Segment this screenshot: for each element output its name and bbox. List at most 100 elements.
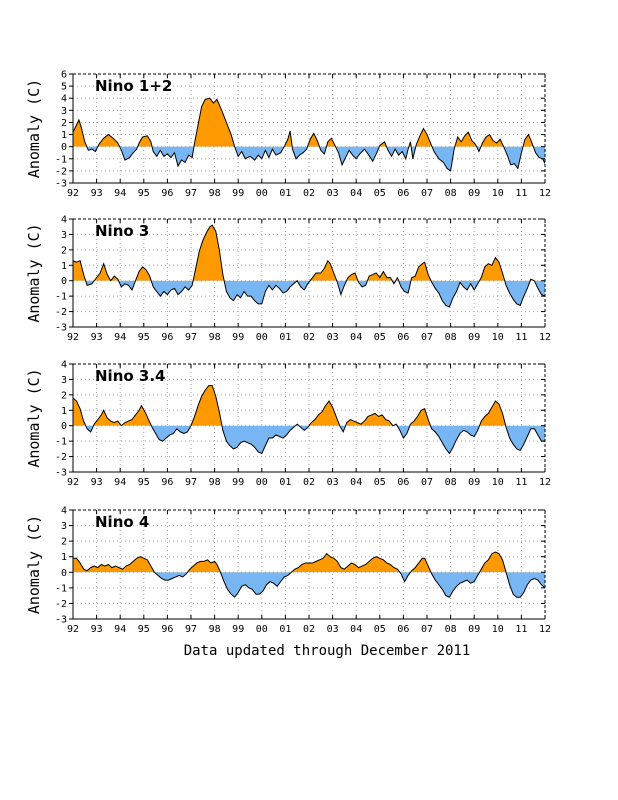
x-tick-label: 03 <box>327 332 339 343</box>
x-tick-label: 07 <box>421 332 433 343</box>
positive-anomaly-area <box>73 225 545 281</box>
x-tick-label: 03 <box>327 477 339 488</box>
x-tick-label: 10 <box>492 188 504 199</box>
x-tick-label: 99 <box>232 188 244 199</box>
x-tick-label: 95 <box>138 188 150 199</box>
x-tick-label: 01 <box>279 477 291 488</box>
y-tick-label: 0 <box>61 421 67 432</box>
x-tick-label: 12 <box>539 332 551 343</box>
x-tick-label: 07 <box>421 188 433 199</box>
x-tick-label: 05 <box>374 188 386 199</box>
x-tick-label: 04 <box>350 624 362 635</box>
x-tick-label: 96 <box>161 332 173 343</box>
x-tick-label: 99 <box>232 477 244 488</box>
negative-anomaly-area <box>85 280 545 307</box>
x-tick-label: 97 <box>185 477 197 488</box>
negative-anomaly-area <box>85 425 545 454</box>
y-tick-label: 3 <box>61 375 67 386</box>
y-axis-label: Anomaly (C) <box>25 368 43 467</box>
y-tick-label: 4 <box>61 506 67 517</box>
x-tick-label: 11 <box>515 188 527 199</box>
panel-title: Nino 4 <box>95 513 149 531</box>
negative-anomaly-area <box>73 572 545 598</box>
x-tick-label: 94 <box>114 332 126 343</box>
y-tick-label: -1 <box>55 154 67 165</box>
x-tick-label: 06 <box>397 332 409 343</box>
y-tick-label: -3 <box>55 179 67 190</box>
x-tick-label: 03 <box>327 188 339 199</box>
x-tick-label: 03 <box>327 624 339 635</box>
x-tick-label: 99 <box>232 332 244 343</box>
x-tick-label: 92 <box>67 332 79 343</box>
x-tick-label: 05 <box>374 477 386 488</box>
anomaly-line <box>73 224 545 308</box>
x-tick-label: 00 <box>256 624 268 635</box>
y-tick-label: -2 <box>55 599 67 610</box>
x-tick-label: 95 <box>138 332 150 343</box>
x-tick-label: 12 <box>539 624 551 635</box>
x-tick-label: 04 <box>350 332 362 343</box>
x-tick-label: 00 <box>256 477 268 488</box>
panel-title: Nino 3.4 <box>95 367 165 385</box>
y-tick-label: -2 <box>55 166 67 177</box>
y-tick-label: -3 <box>55 323 67 334</box>
x-tick-label: 01 <box>279 188 291 199</box>
x-tick-label: 04 <box>350 188 362 199</box>
x-tick-label: 06 <box>397 477 409 488</box>
y-axis-label: Anomaly (C) <box>25 515 43 614</box>
y-tick-label: -3 <box>55 468 67 479</box>
y-tick-label: 5 <box>61 82 67 93</box>
y-tick-label: 0 <box>61 568 67 579</box>
y-tick-label: 4 <box>61 360 67 371</box>
x-tick-label: 06 <box>397 624 409 635</box>
x-tick-label: 98 <box>209 332 221 343</box>
y-tick-label: -3 <box>55 615 67 626</box>
x-tick-label: 11 <box>515 332 527 343</box>
x-tick-label: 97 <box>185 188 197 199</box>
y-axis-label: Anomaly (C) <box>25 79 43 178</box>
x-tick-label: 96 <box>161 624 173 635</box>
y-tick-label: -1 <box>55 292 67 303</box>
x-tick-label: 92 <box>67 477 79 488</box>
x-tick-label: 05 <box>374 332 386 343</box>
anomaly-line <box>73 97 545 172</box>
x-tick-label: 92 <box>67 624 79 635</box>
x-tick-label: 93 <box>91 624 103 635</box>
x-tick-label: 08 <box>445 624 457 635</box>
x-tick-label: 94 <box>114 624 126 635</box>
x-tick-label: 00 <box>256 188 268 199</box>
x-tick-label: 10 <box>492 332 504 343</box>
x-tick-label: 98 <box>209 624 221 635</box>
x-tick-label: 97 <box>185 332 197 343</box>
x-tick-label: 04 <box>350 477 362 488</box>
y-tick-label: 2 <box>61 390 67 401</box>
x-tick-label: 09 <box>468 188 480 199</box>
x-tick-label: 08 <box>445 332 457 343</box>
x-tick-label: 94 <box>114 477 126 488</box>
x-tick-label: 98 <box>209 188 221 199</box>
positive-anomaly-area <box>73 98 534 147</box>
y-tick-label: 3 <box>61 106 67 117</box>
x-tick-label: 10 <box>492 477 504 488</box>
x-tick-label: 93 <box>91 188 103 199</box>
y-tick-label: 4 <box>61 215 67 226</box>
x-tick-label: 10 <box>492 624 504 635</box>
x-tick-label: 96 <box>161 477 173 488</box>
positive-anomaly-area <box>73 385 545 426</box>
x-tick-label: 93 <box>91 477 103 488</box>
y-tick-label: 3 <box>61 230 67 241</box>
x-tick-label: 92 <box>67 188 79 199</box>
x-tick-label: 07 <box>421 477 433 488</box>
y-tick-label: 3 <box>61 521 67 532</box>
y-tick-label: 0 <box>61 276 67 287</box>
x-tick-label: 99 <box>232 624 244 635</box>
x-tick-label: 09 <box>468 332 480 343</box>
y-tick-label: 1 <box>61 552 67 563</box>
anomaly-line <box>73 385 545 455</box>
